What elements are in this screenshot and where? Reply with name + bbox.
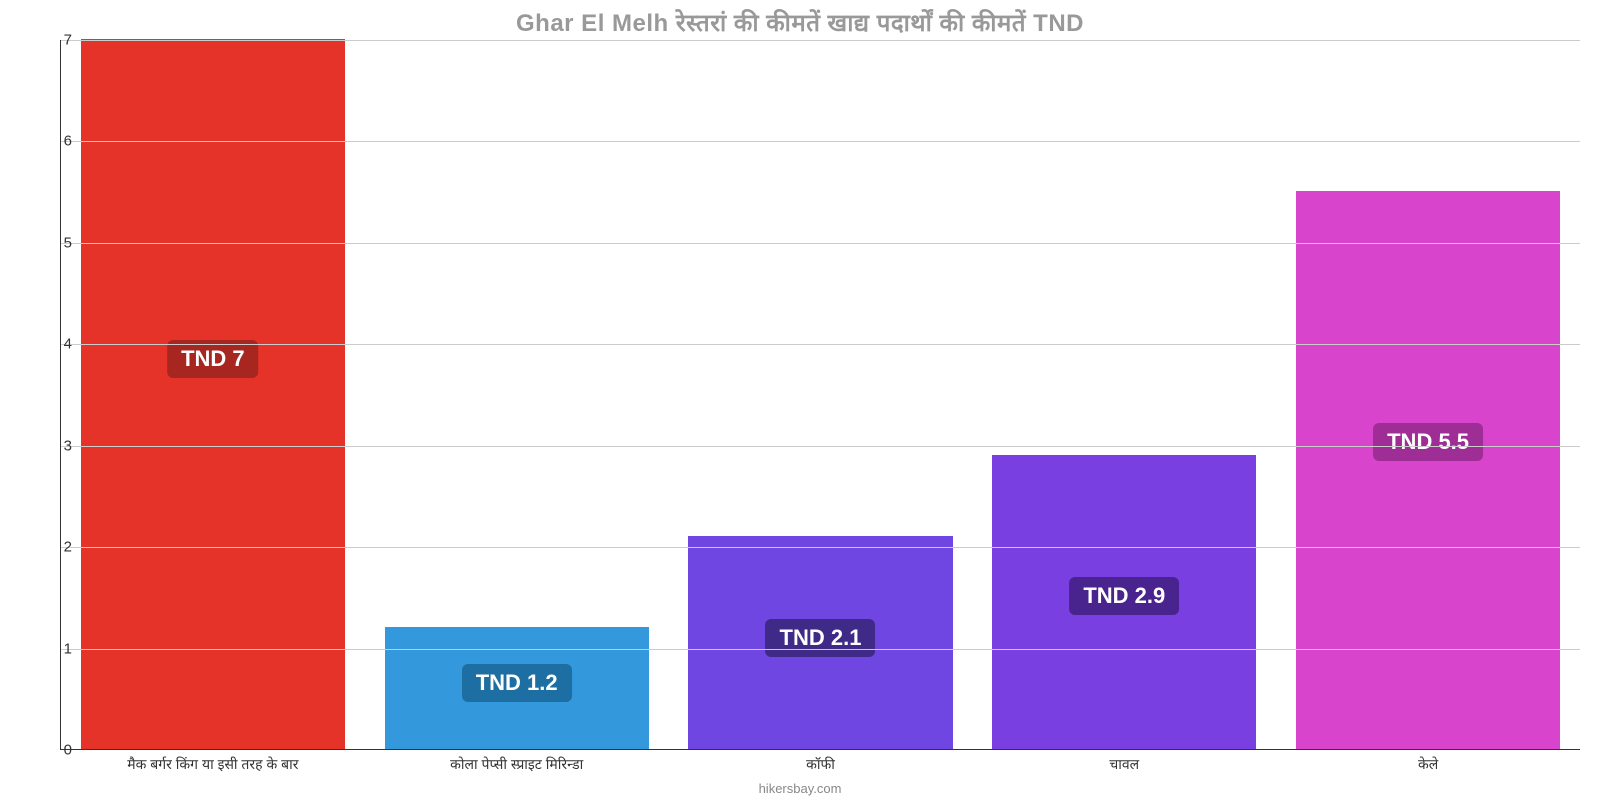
value-badge: TND 2.1 [766, 619, 876, 657]
chart-footer: hikersbay.com [0, 781, 1600, 796]
x-axis-category-label: केले [1418, 755, 1438, 774]
gridline [61, 649, 1580, 650]
value-badge: TND 1.2 [462, 664, 572, 702]
bar-slot: TND 7मैक बर्गर किंग या इसी तरह के बार [81, 40, 345, 749]
bars-layer: TND 7मैक बर्गर किंग या इसी तरह के बारTND… [61, 40, 1580, 749]
y-axis-tick-label: 2 [32, 539, 72, 556]
y-axis-tick-label: 3 [32, 437, 72, 454]
gridline [61, 243, 1580, 244]
y-axis-tick-label: 5 [32, 234, 72, 251]
value-badge: TND 5.5 [1373, 423, 1483, 461]
plot-area: TND 7मैक बर्गर किंग या इसी तरह के बारTND… [60, 40, 1580, 750]
x-axis-category-label: कॉफी [806, 755, 835, 774]
y-axis-tick-label: 0 [32, 742, 72, 759]
gridline [61, 344, 1580, 345]
bar-slot: TND 2.9चावल [992, 40, 1256, 749]
gridline [61, 446, 1580, 447]
y-axis-tick-label: 1 [32, 640, 72, 657]
bar-slot: TND 2.1कॉफी [688, 40, 952, 749]
bar [81, 39, 345, 749]
x-axis-category-label: कोला पेप्सी स्प्राइट मिरिन्डा [450, 755, 583, 774]
y-axis-tick-label: 7 [32, 32, 72, 49]
x-axis-category-label: चावल [1109, 755, 1139, 774]
x-axis-category-label: मैक बर्गर किंग या इसी तरह के बार [127, 755, 298, 774]
chart-title: Ghar El Melh रेस्तरां की कीमतें खाद्य पद… [0, 6, 1600, 39]
y-axis-tick-label: 6 [32, 133, 72, 150]
gridline [61, 40, 1580, 41]
bar-slot: TND 5.5केले [1296, 40, 1560, 749]
value-badge: TND 2.9 [1069, 577, 1179, 615]
bar-slot: TND 1.2कोला पेप्सी स्प्राइट मिरिन्डा [385, 40, 649, 749]
gridline [61, 141, 1580, 142]
y-axis-tick-label: 4 [32, 336, 72, 353]
bar [1296, 191, 1560, 749]
price-bar-chart: Ghar El Melh रेस्तरां की कीमतें खाद्य पद… [0, 0, 1600, 800]
gridline [61, 547, 1580, 548]
